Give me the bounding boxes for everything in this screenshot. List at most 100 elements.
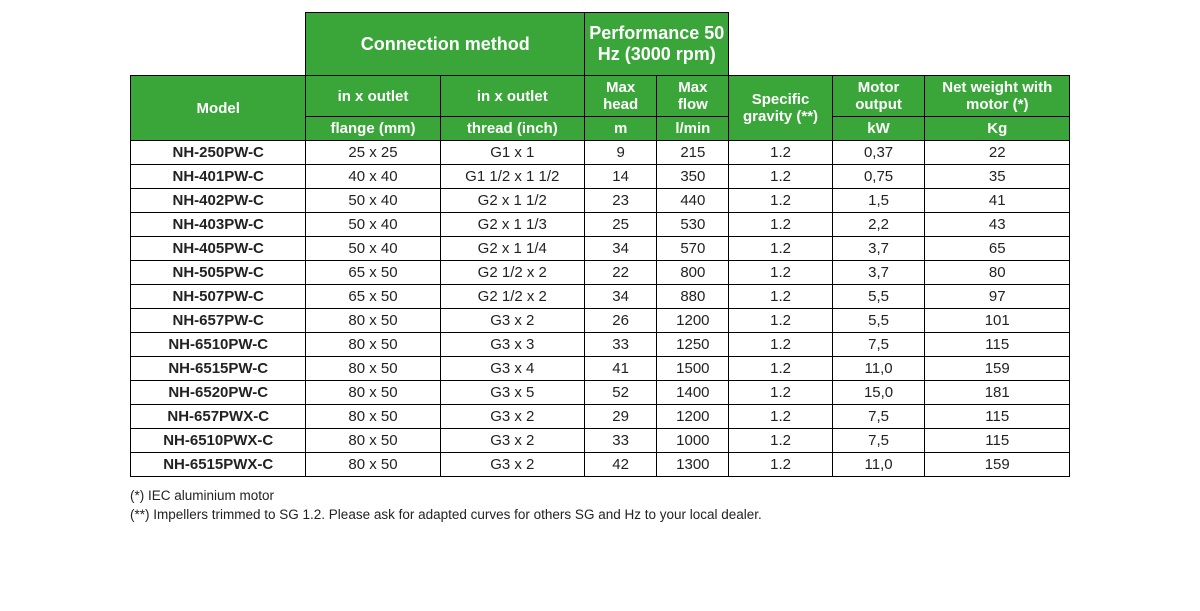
cell-kw: 7,5 xyxy=(832,405,925,429)
cell-head: 33 xyxy=(585,333,657,357)
cell-sg: 1.2 xyxy=(729,141,832,165)
cell-flange: 80 x 50 xyxy=(306,357,440,381)
cell-head: 33 xyxy=(585,429,657,453)
footnotes: (*) IEC aluminium motor (**) Impellers t… xyxy=(130,487,1070,525)
cell-kw: 7,5 xyxy=(832,429,925,453)
cell-model: NH-402PW-C xyxy=(131,189,306,213)
unit-kg: Kg xyxy=(925,117,1070,141)
cell-thread: G3 x 2 xyxy=(440,453,584,477)
cell-model: NH-6515PW-C xyxy=(131,357,306,381)
cell-head: 52 xyxy=(585,381,657,405)
cell-sg: 1.2 xyxy=(729,189,832,213)
cell-flange: 80 x 50 xyxy=(306,429,440,453)
cell-thread: G3 x 3 xyxy=(440,333,584,357)
cell-kw: 15,0 xyxy=(832,381,925,405)
cell-head: 23 xyxy=(585,189,657,213)
table-row: NH-6515PWX-C80 x 50G3 x 24213001.211,015… xyxy=(131,453,1070,477)
cell-kg: 181 xyxy=(925,381,1070,405)
table-body: NH-250PW-C25 x 25G1 x 192151.20,3722 NH-4… xyxy=(131,141,1070,477)
cell-sg: 1.2 xyxy=(729,213,832,237)
header-in-outlet-1: in x outlet xyxy=(306,76,440,117)
cell-kg: 80 xyxy=(925,261,1070,285)
cell-thread: G3 x 2 xyxy=(440,429,584,453)
cell-head: 29 xyxy=(585,405,657,429)
cell-head: 42 xyxy=(585,453,657,477)
spacer-cell xyxy=(131,13,306,76)
table-row: NH-403PW-C50 x 40G2 x 1 1/3255301.22,243 xyxy=(131,213,1070,237)
cell-sg: 1.2 xyxy=(729,357,832,381)
cell-kg: 159 xyxy=(925,357,1070,381)
cell-thread: G2 1/2 x 2 xyxy=(440,285,584,309)
cell-flow: 215 xyxy=(657,141,729,165)
cell-kg: 22 xyxy=(925,141,1070,165)
cell-flow: 1000 xyxy=(657,429,729,453)
pump-spec-table: Connection method Performance 50 Hz (300… xyxy=(130,12,1070,477)
cell-model: NH-6510PW-C xyxy=(131,333,306,357)
header-performance: Performance 50 Hz (3000 rpm) xyxy=(585,13,729,76)
cell-thread: G2 x 1 1/2 xyxy=(440,189,584,213)
cell-sg: 1.2 xyxy=(729,381,832,405)
cell-kw: 11,0 xyxy=(832,357,925,381)
cell-flange: 50 x 40 xyxy=(306,189,440,213)
cell-thread: G1 1/2 x 1 1/2 xyxy=(440,165,584,189)
unit-m: m xyxy=(585,117,657,141)
cell-kw: 7,5 xyxy=(832,333,925,357)
spacer-cell xyxy=(832,13,925,76)
cell-model: NH-505PW-C xyxy=(131,261,306,285)
cell-kg: 35 xyxy=(925,165,1070,189)
table-row: NH-6520PW-C80 x 50G3 x 55214001.215,0181 xyxy=(131,381,1070,405)
cell-kg: 101 xyxy=(925,309,1070,333)
cell-flow: 440 xyxy=(657,189,729,213)
cell-sg: 1.2 xyxy=(729,285,832,309)
cell-thread: G1 x 1 xyxy=(440,141,584,165)
table-row: NH-6515PW-C80 x 50G3 x 44115001.211,0159 xyxy=(131,357,1070,381)
cell-flow: 1300 xyxy=(657,453,729,477)
cell-flange: 80 x 50 xyxy=(306,309,440,333)
cell-model: NH-657PWX-C xyxy=(131,405,306,429)
cell-flange: 40 x 40 xyxy=(306,165,440,189)
unit-kw: kW xyxy=(832,117,925,141)
cell-head: 9 xyxy=(585,141,657,165)
cell-kw: 1,5 xyxy=(832,189,925,213)
cell-head: 22 xyxy=(585,261,657,285)
header-max-head: Max head xyxy=(585,76,657,117)
cell-sg: 1.2 xyxy=(729,237,832,261)
footnote-2: (**) Impellers trimmed to SG 1.2. Please… xyxy=(130,506,1070,525)
cell-head: 25 xyxy=(585,213,657,237)
cell-head: 41 xyxy=(585,357,657,381)
cell-flow: 1200 xyxy=(657,309,729,333)
cell-sg: 1.2 xyxy=(729,429,832,453)
cell-thread: G2 1/2 x 2 xyxy=(440,261,584,285)
cell-kw: 5,5 xyxy=(832,309,925,333)
table-row: NH-6510PW-C80 x 50G3 x 33312501.27,5115 xyxy=(131,333,1070,357)
cell-flange: 65 x 50 xyxy=(306,261,440,285)
cell-sg: 1.2 xyxy=(729,453,832,477)
table-row: NH-402PW-C50 x 40G2 x 1 1/2234401.21,541 xyxy=(131,189,1070,213)
cell-kw: 0,75 xyxy=(832,165,925,189)
table-row: NH-250PW-C25 x 25G1 x 192151.20,3722 xyxy=(131,141,1070,165)
cell-kg: 115 xyxy=(925,333,1070,357)
header-in-outlet-2: in x outlet xyxy=(440,76,584,117)
cell-kg: 41 xyxy=(925,189,1070,213)
cell-model: NH-250PW-C xyxy=(131,141,306,165)
header-row-sub: Model in x outlet in x outlet Max head M… xyxy=(131,76,1070,117)
cell-head: 34 xyxy=(585,285,657,309)
unit-flange: flange (mm) xyxy=(306,117,440,141)
table-row: NH-405PW-C50 x 40G2 x 1 1/4345701.23,765 xyxy=(131,237,1070,261)
cell-flange: 80 x 50 xyxy=(306,333,440,357)
cell-sg: 1.2 xyxy=(729,261,832,285)
cell-model: NH-507PW-C xyxy=(131,285,306,309)
cell-flow: 1500 xyxy=(657,357,729,381)
cell-kw: 5,5 xyxy=(832,285,925,309)
cell-model: NH-6520PW-C xyxy=(131,381,306,405)
cell-model: NH-6515PWX-C xyxy=(131,453,306,477)
cell-thread: G3 x 4 xyxy=(440,357,584,381)
cell-thread: G3 x 2 xyxy=(440,405,584,429)
cell-flow: 1200 xyxy=(657,405,729,429)
cell-flange: 25 x 25 xyxy=(306,141,440,165)
cell-model: NH-657PW-C xyxy=(131,309,306,333)
table-row: NH-657PWX-C80 x 50G3 x 22912001.27,5115 xyxy=(131,405,1070,429)
cell-kg: 65 xyxy=(925,237,1070,261)
cell-flow: 880 xyxy=(657,285,729,309)
spacer-cell xyxy=(729,13,832,76)
